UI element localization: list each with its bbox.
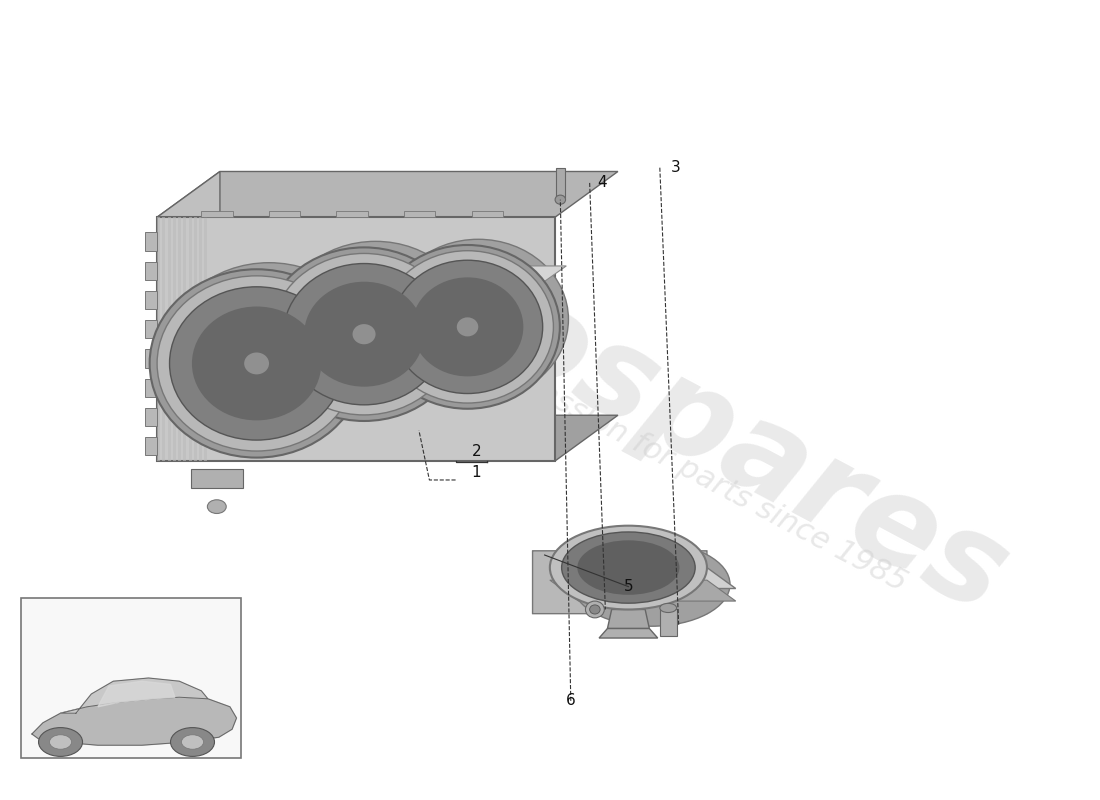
Polygon shape <box>157 217 161 461</box>
Polygon shape <box>190 469 243 487</box>
Polygon shape <box>205 217 208 461</box>
Ellipse shape <box>585 601 604 618</box>
Text: 2: 2 <box>472 443 482 458</box>
Polygon shape <box>199 217 202 461</box>
Ellipse shape <box>284 263 444 405</box>
Polygon shape <box>194 217 197 461</box>
Polygon shape <box>144 291 157 310</box>
Polygon shape <box>157 415 618 461</box>
Polygon shape <box>157 171 220 461</box>
Polygon shape <box>144 350 157 368</box>
Polygon shape <box>32 698 236 746</box>
Ellipse shape <box>157 276 356 451</box>
Ellipse shape <box>352 324 375 344</box>
Ellipse shape <box>272 254 456 415</box>
Ellipse shape <box>556 195 565 204</box>
Polygon shape <box>98 682 175 707</box>
Ellipse shape <box>388 239 569 399</box>
Text: 1: 1 <box>472 465 482 480</box>
Ellipse shape <box>411 278 524 376</box>
Ellipse shape <box>170 728 214 756</box>
Bar <box>21 598 241 758</box>
Polygon shape <box>144 437 157 455</box>
Ellipse shape <box>375 245 560 409</box>
Ellipse shape <box>265 247 463 421</box>
Polygon shape <box>607 610 649 629</box>
Polygon shape <box>472 211 503 217</box>
Ellipse shape <box>590 605 601 614</box>
Ellipse shape <box>182 735 204 749</box>
Ellipse shape <box>208 500 227 514</box>
Ellipse shape <box>278 242 472 411</box>
Ellipse shape <box>550 526 707 610</box>
Text: eurospares: eurospares <box>272 161 1026 639</box>
Ellipse shape <box>573 542 730 626</box>
Polygon shape <box>144 320 157 338</box>
Ellipse shape <box>191 306 321 420</box>
Ellipse shape <box>244 353 270 374</box>
Polygon shape <box>167 294 371 311</box>
Ellipse shape <box>382 250 553 403</box>
Ellipse shape <box>304 282 424 386</box>
Ellipse shape <box>150 270 364 458</box>
Polygon shape <box>144 262 157 280</box>
Polygon shape <box>660 610 676 636</box>
Polygon shape <box>550 580 736 601</box>
Ellipse shape <box>50 735 72 749</box>
Text: 6: 6 <box>565 694 575 708</box>
Ellipse shape <box>39 728 82 756</box>
Polygon shape <box>268 211 300 217</box>
Polygon shape <box>144 233 157 250</box>
Polygon shape <box>390 266 566 281</box>
Polygon shape <box>173 217 176 461</box>
FancyBboxPatch shape <box>532 551 707 614</box>
Polygon shape <box>144 408 157 426</box>
Text: 3: 3 <box>671 160 681 175</box>
Polygon shape <box>600 629 658 638</box>
Ellipse shape <box>169 286 343 440</box>
Polygon shape <box>163 217 165 461</box>
Polygon shape <box>557 168 564 198</box>
Ellipse shape <box>456 318 478 336</box>
Polygon shape <box>157 171 618 217</box>
Polygon shape <box>201 211 232 217</box>
Text: 4: 4 <box>597 175 607 190</box>
Polygon shape <box>550 567 736 589</box>
Text: a passion for parts since 1985: a passion for parts since 1985 <box>492 355 912 597</box>
Polygon shape <box>184 217 186 461</box>
Polygon shape <box>282 270 470 286</box>
Text: 5: 5 <box>624 579 634 594</box>
Polygon shape <box>157 217 556 461</box>
Polygon shape <box>178 217 182 461</box>
Polygon shape <box>404 211 436 217</box>
Polygon shape <box>60 678 208 714</box>
Ellipse shape <box>578 540 680 595</box>
Polygon shape <box>337 211 367 217</box>
Polygon shape <box>167 217 170 461</box>
Ellipse shape <box>165 262 374 446</box>
Ellipse shape <box>660 603 676 613</box>
Ellipse shape <box>562 532 695 603</box>
Ellipse shape <box>393 260 542 394</box>
Polygon shape <box>144 378 157 397</box>
Polygon shape <box>188 217 191 461</box>
